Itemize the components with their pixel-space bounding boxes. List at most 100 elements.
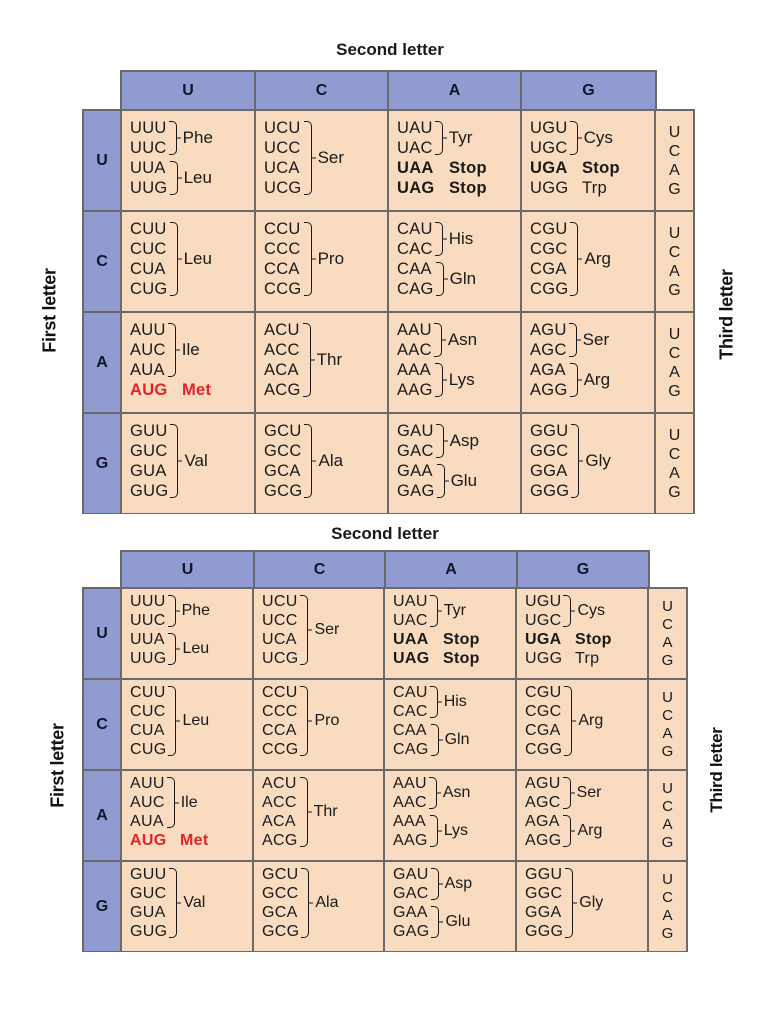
codon-group: CUU CUC CUA CUG Leu: [130, 683, 252, 759]
codon: GUG: [130, 481, 169, 500]
third-letter-G: G: [668, 180, 681, 198]
codon: GCA: [262, 903, 298, 921]
codon-cell-CU: CUU CUC CUA CUG Leu: [122, 212, 256, 311]
codon-group: UUA UUG Leu: [130, 158, 254, 198]
codon: AAC: [397, 340, 432, 359]
codon: UAC: [393, 611, 428, 629]
codon-cell-GA: GAU GAC Asp GAA GAG Glu: [385, 862, 517, 951]
codon: CUG: [130, 279, 168, 298]
codon: GAG: [393, 922, 430, 940]
codon: UCU: [264, 118, 301, 137]
codon: CAG: [393, 740, 429, 758]
codon: CGU: [530, 219, 568, 238]
third-letter-C: C: [662, 797, 673, 815]
codon-row-A: A AUU AUC AUA Ile AUG Met ACU ACC ACA ACG Thr AAU AAC…: [84, 313, 693, 414]
codon: AUA: [130, 360, 165, 379]
codon: UUU: [130, 118, 167, 137]
second-letter-A: A: [386, 552, 518, 587]
codon-cell-UA: UAU UAC Tyr UAA Stop UAG Stop: [389, 111, 522, 210]
amino-acid-label: Asp: [444, 875, 473, 892]
codon-group: UUU UUC Phe: [130, 118, 254, 158]
brace-icon: [571, 424, 580, 498]
codon-cell-CC: CCU CCC CCA CCG Pro: [256, 212, 389, 311]
codon: UGA: [525, 630, 562, 648]
amino-acid-label: Leu: [183, 168, 212, 187]
third-letter-G: G: [661, 924, 674, 942]
codon-group: AAA AAG Lys: [393, 812, 515, 850]
codon: CAA: [397, 259, 432, 278]
codon-cell-AA: AAU AAC Asn AAA AAG Lys: [385, 771, 517, 860]
codon: CAU: [397, 219, 433, 238]
third-letter-U: U: [668, 224, 681, 242]
brace-icon: [302, 323, 311, 397]
codon: AAC: [393, 793, 427, 811]
brace-icon: [565, 868, 574, 938]
second-letter-header-row: U C A G: [120, 70, 657, 111]
codon: UGC: [525, 611, 562, 629]
amino-acid-label: His: [448, 229, 474, 248]
third-letter-G: G: [668, 281, 681, 299]
codon: CUA: [130, 259, 166, 278]
brace-icon: [564, 686, 573, 756]
third-letter-G: G: [668, 382, 681, 400]
start-codon: AUG: [130, 831, 167, 849]
amino-acid-label: Pro: [314, 712, 340, 729]
codon: GCC: [264, 441, 302, 460]
brace-icon: [563, 595, 572, 627]
codon: GCG: [262, 922, 300, 940]
codon-cell-UC: UCU UCC UCA UCG Ser: [256, 111, 389, 210]
codon-cell-UA: UAU UAC Tyr UAA Stop UAG Stop: [385, 589, 517, 678]
codon: UAU: [393, 592, 428, 610]
start-codon: AUG: [130, 380, 168, 399]
codon-cell-AA: AAU AAC Asn AAA AAG Lys: [389, 313, 522, 412]
codon-row-U: U UUU UUC Phe UUA UUG Leu UCU UCC UCA UCG Ser UAU UAC…: [84, 589, 686, 680]
brace-icon: [429, 815, 438, 847]
codon-group: CAU CAC His: [397, 219, 520, 259]
codon: GCC: [262, 884, 299, 902]
codon: GUA: [130, 461, 167, 480]
codon: GAC: [393, 884, 429, 902]
codon-entry: UGG Trp: [530, 178, 654, 198]
brace-icon: [430, 868, 439, 900]
codon: CCC: [264, 239, 301, 258]
codon-entry: UAG Stop: [397, 178, 520, 198]
amino-acid-label: Ser: [576, 784, 602, 801]
codon: AAU: [393, 774, 427, 792]
codon: AUC: [130, 340, 166, 359]
codon-group: CGU CGC CGA CGG Arg: [525, 683, 647, 759]
codon: ACU: [262, 774, 297, 792]
amino-acid-label: Val: [184, 451, 208, 470]
codon-cell-AU: AUU AUC AUA Ile AUG Met: [122, 313, 256, 412]
third-letter-A: A: [662, 906, 673, 924]
codon: UGU: [530, 118, 568, 137]
codon: UAG: [397, 178, 435, 197]
third-letter-U: U: [662, 597, 673, 615]
codon: CUG: [130, 740, 167, 758]
brace-icon: [434, 121, 443, 155]
codon-group: UGU UGC Cys: [525, 592, 647, 630]
first-letter-G: G: [84, 414, 122, 513]
codon: GGU: [530, 421, 569, 440]
brace-icon: [562, 777, 571, 809]
codon-group: AAU AAC Asn: [393, 774, 515, 812]
codon-cell-CG: CGU CGC CGA CGG Arg: [517, 680, 649, 769]
amino-acid-label: Cys: [577, 602, 606, 619]
codon: CAG: [397, 279, 434, 298]
codon: ACA: [262, 812, 296, 830]
third-letter-U: U: [662, 779, 673, 797]
first-letter-A: A: [84, 771, 122, 860]
amino-acid-label: Leu: [182, 640, 210, 657]
codon: GAU: [393, 865, 429, 883]
first-letter-label: First letter: [39, 268, 60, 353]
second-letter-G: G: [582, 81, 595, 99]
codon: CUU: [130, 683, 166, 701]
brace-icon: [299, 777, 308, 847]
codon-cell-GC: GCU GCC GCA GCG Ala: [256, 414, 389, 513]
codon: GAA: [393, 903, 428, 921]
codon: GGG: [530, 481, 570, 500]
brace-icon: [300, 686, 309, 756]
codon-cell-UG: UGU UGC Cys UGA Stop UGG Trp: [522, 111, 656, 210]
codon-group: AGU AGC Ser: [530, 320, 654, 360]
amino-acid-label: Ile: [181, 340, 200, 359]
